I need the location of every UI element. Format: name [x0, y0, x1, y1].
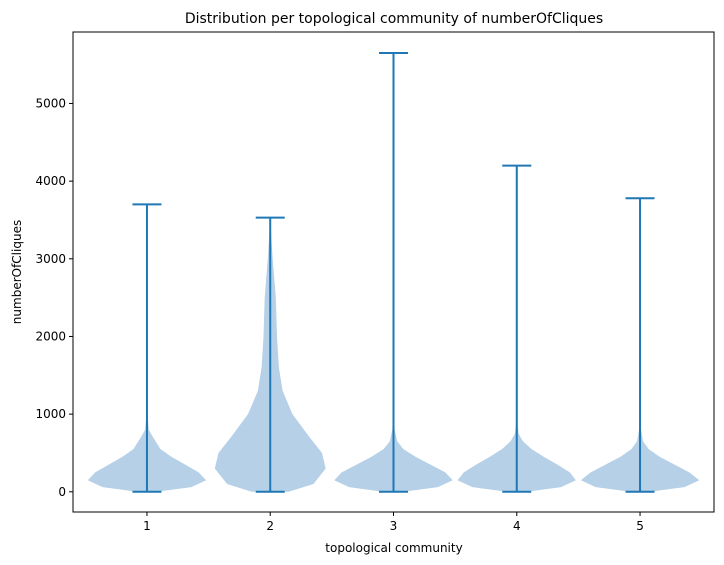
chart-title: Distribution per topological community o…: [185, 11, 603, 27]
y-tick-label: 3000: [35, 252, 66, 266]
x-tick-label: 2: [266, 519, 274, 533]
x-axis-label: topological community: [325, 541, 462, 555]
y-tick-label: 1000: [35, 407, 66, 421]
y-tick-label: 2000: [35, 329, 66, 343]
violin-layer: [87, 51, 700, 493]
y-tick-label: 0: [58, 485, 66, 499]
x-tick-label: 1: [143, 519, 151, 533]
y-axis-label: numberOfCliques: [10, 220, 24, 324]
x-axis: 1 2 3 4 5: [143, 512, 644, 533]
plot-frame: [72, 31, 715, 513]
y-tick-label: 5000: [35, 96, 66, 110]
x-tick-label: 4: [513, 519, 521, 533]
y-tick-label: 4000: [35, 174, 66, 188]
x-tick-label: 5: [636, 519, 644, 533]
x-tick-label: 3: [390, 519, 398, 533]
y-axis: 0 1000 2000 3000 4000 5000: [35, 96, 73, 499]
